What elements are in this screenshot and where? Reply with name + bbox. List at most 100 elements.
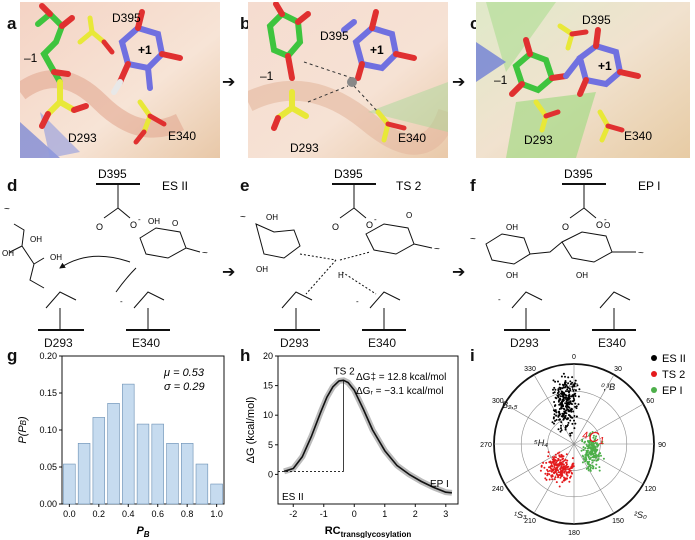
point-ep1 [585, 443, 588, 446]
point-es2 [568, 403, 571, 406]
state-label-ep1: EP I [430, 479, 449, 490]
point-es2 [572, 410, 575, 413]
ytick-label: 0 [268, 469, 273, 479]
point-ts2 [565, 473, 568, 476]
point-es2 [562, 398, 565, 401]
point-es2 [560, 429, 563, 432]
conformer-label: ⁵H₄ [534, 438, 548, 448]
point-es2 [555, 418, 558, 421]
conformer-label: ⁰E [568, 382, 579, 392]
point-es2 [558, 383, 561, 386]
point-ts2 [547, 451, 550, 454]
ytick-label: 5 [268, 440, 273, 450]
scheme-f-squiggle: ~ [470, 234, 476, 245]
point-es2 [551, 421, 554, 424]
point-es2 [560, 421, 563, 424]
point-ts2 [548, 469, 551, 472]
point-ts2 [548, 478, 551, 481]
point-ep1 [602, 457, 605, 460]
point-ts2 [565, 453, 568, 456]
panel-letter-a: a [7, 14, 17, 33]
point-es2 [560, 415, 563, 418]
point-ep1 [587, 469, 590, 472]
xtick-label: -1 [320, 509, 328, 519]
point-ts2 [559, 468, 562, 471]
scheme-e-h: H [338, 271, 344, 280]
polar-angle-label: 300 [492, 398, 504, 405]
label-d395-a: D395 [112, 11, 141, 25]
point-ep1 [594, 467, 597, 470]
point-ep1 [588, 444, 591, 447]
scheme-f-oh2: OH [506, 223, 518, 232]
scheme-e-squiggle: ~ [240, 212, 246, 223]
point-ts2 [565, 461, 568, 464]
point-es2 [564, 426, 567, 429]
scheme-f-e340: E340 [598, 336, 627, 350]
point-es2 [577, 395, 580, 398]
bar-0.9 [195, 463, 209, 505]
point-ep1 [591, 444, 593, 447]
scheme-e-e340: E340 [368, 336, 397, 350]
point-ep1 [594, 438, 597, 441]
point-es2 [560, 427, 562, 430]
point-ep1 [589, 464, 592, 467]
label-e340-a: E340 [168, 129, 196, 143]
point-ep1 [588, 433, 591, 436]
point-ts2 [556, 466, 559, 469]
polar-angle-label: 0 [572, 354, 576, 361]
polar-angle-label: 90 [658, 442, 666, 449]
point-ts2 [571, 466, 574, 468]
chart-i-puckering-map: 0 30 60 90 120 150 180 210 240 270 300 330 ⁰E ⁰,³B ²S₀… [480, 353, 686, 537]
point-es2 [567, 421, 570, 424]
point-es2 [554, 419, 556, 422]
point-es2 [570, 395, 573, 398]
point-ep1 [581, 438, 584, 441]
state-label-ts2: TS 2 [334, 366, 356, 377]
point-es2 [559, 430, 562, 433]
point-ts2 [565, 464, 568, 467]
polar-angle-label: 270 [480, 442, 492, 449]
point-ts2 [567, 468, 570, 471]
point-es2 [577, 403, 580, 406]
bar-0.4 [122, 383, 135, 505]
scheme-e: D395 TS 2 O O - ~ ~ OH OH O H - [240, 168, 440, 331]
point-es2 [566, 405, 569, 408]
point-es2 [565, 412, 568, 415]
label-d395-c: D395 [582, 13, 611, 27]
structure-render-a: D395 –1 +1 D293 E340 [20, 2, 220, 158]
point-ts2 [554, 459, 557, 462]
legend-marker-0 [651, 355, 657, 361]
point-es2 [570, 409, 573, 412]
point-ts2 [545, 478, 548, 481]
arrow-a-b: ➔ [222, 74, 236, 91]
point-ep1 [598, 469, 601, 472]
point-ep1 [589, 468, 592, 471]
point-es2 [553, 413, 556, 416]
point-ts2 [551, 461, 554, 464]
annotation-mu: μ = 0.53 [163, 367, 205, 379]
point-es2 [558, 408, 561, 410]
bar-0.8 [180, 443, 194, 505]
point-ts2 [554, 468, 557, 471]
point-es2 [567, 382, 570, 385]
point-ep1 [598, 452, 601, 455]
point-es2 [569, 380, 572, 383]
point-es2 [560, 406, 563, 409]
point-es2 [573, 399, 576, 401]
scheme-e-ring-o: O [406, 211, 412, 220]
point-ep1 [589, 469, 592, 472]
point-es2 [563, 408, 566, 411]
point-ep1 [586, 462, 589, 465]
point-es2 [554, 388, 557, 391]
point-es2 [571, 381, 574, 384]
scheme-d-squiggle-right: ~ [202, 248, 208, 259]
scheme-d-o-top: O [96, 222, 103, 232]
scheme-d-d293: D293 [44, 336, 73, 350]
xtick-label: 1 [382, 509, 387, 519]
point-es2 [561, 412, 564, 415]
point-es2 [571, 385, 574, 388]
point-ep1 [587, 456, 590, 459]
chart-h-free-energy: 0 5 10 15 20 -2 -1 0 1 2 3 RCtransglycosylation ΔG (… [245, 351, 459, 538]
point-ep1 [596, 445, 599, 448]
point-es2 [562, 372, 565, 375]
